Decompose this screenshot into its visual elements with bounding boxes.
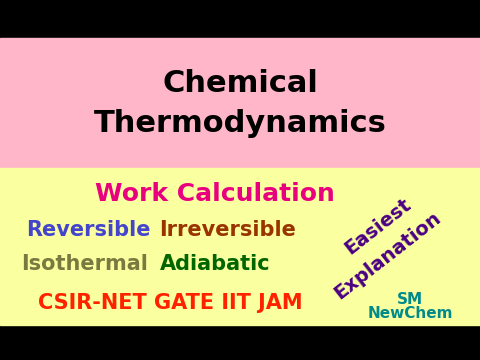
Text: CSIR-NET GATE IIT JAM: CSIR-NET GATE IIT JAM [38,293,302,313]
Text: Irreversible: Irreversible [159,220,297,240]
Bar [0,38,480,168]
Text: Explanation: Explanation [331,208,445,303]
Text: Chemical: Chemical [162,68,318,98]
Text: NewChem: NewChem [367,306,453,320]
Text: Easiest: Easiest [341,194,415,258]
Text: Adiabatic: Adiabatic [160,254,270,274]
Text: Work Calculation: Work Calculation [95,182,335,206]
Text: Isothermal: Isothermal [22,254,148,274]
Text: Reversible: Reversible [26,220,150,240]
Text: SM: SM [397,292,423,306]
Text: Thermodynamics: Thermodynamics [94,108,386,138]
Bar [0,168,480,325]
